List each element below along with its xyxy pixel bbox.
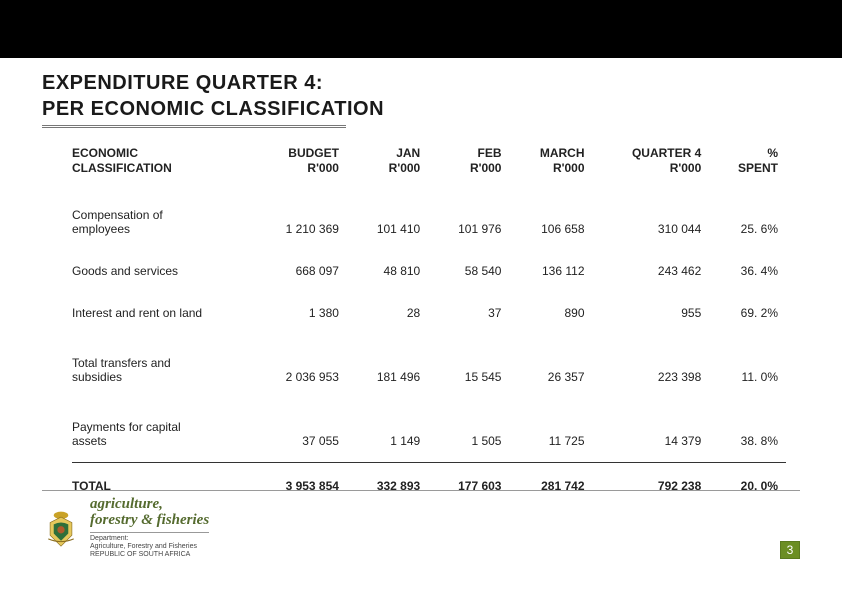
title-underline [42, 125, 346, 128]
cell-budget: 2 036 953 [252, 334, 347, 398]
col-header-jan: JAN R'000 [347, 142, 428, 194]
table-row: Interest and rent on land 1 380 28 37 89… [72, 292, 786, 334]
cell-q4: 310 044 [593, 194, 710, 250]
table-row: Goods and services 668 097 48 810 58 540… [72, 250, 786, 292]
header-text: JAN [396, 146, 420, 160]
header-text: R'000 [470, 161, 502, 175]
cell-mar: 26 357 [509, 334, 592, 398]
cell-feb: 58 540 [428, 250, 509, 292]
footer-rule [42, 490, 800, 491]
col-header-feb: FEB R'000 [428, 142, 509, 194]
label-text: subsidies [72, 370, 122, 384]
cell-mar: 136 112 [509, 250, 592, 292]
cell-feb: 1 505 [428, 398, 509, 463]
label-text: Payments for capital [72, 420, 181, 434]
table-container: ECONOMIC CLASSIFICATION BUDGET R'000 JAN… [42, 142, 800, 507]
title-line-1: EXPENDITURE QUARTER 4: [42, 72, 323, 94]
cell-jan: 28 [347, 292, 428, 334]
cell-mar: 11 725 [509, 398, 592, 463]
title-line-2: PER ECONOMIC CLASSIFICATION [42, 98, 384, 120]
table-row: Total transfers and subsidies 2 036 953 … [72, 334, 786, 398]
col-header-pct: % SPENT [709, 142, 786, 194]
label-text: assets [72, 434, 107, 448]
cell-label: Payments for capital assets [72, 398, 252, 463]
header-text: R'000 [670, 161, 702, 175]
header-text: FEB [477, 146, 501, 160]
table-header-row: ECONOMIC CLASSIFICATION BUDGET R'000 JAN… [72, 142, 786, 194]
brand-line-2: forestry & fisheries [90, 513, 209, 529]
cell-q4: 223 398 [593, 334, 710, 398]
label-text: employees [72, 222, 130, 236]
header-text: BUDGET [288, 146, 339, 160]
cell-pct: 11. 0% [709, 334, 786, 398]
cell-pct: 69. 2% [709, 292, 786, 334]
header-text: QUARTER 4 [632, 146, 701, 160]
cell-jan: 1 149 [347, 398, 428, 463]
header-text: CLASSIFICATION [72, 161, 172, 175]
cell-jan: 181 496 [347, 334, 428, 398]
col-header-classification: ECONOMIC CLASSIFICATION [72, 142, 252, 194]
slide-title: EXPENDITURE QUARTER 4: PER ECONOMIC CLAS… [42, 70, 800, 122]
header-text: % [767, 146, 778, 160]
cell-feb: 37 [428, 292, 509, 334]
header-text: SPENT [738, 161, 778, 175]
table-row: Payments for capital assets 37 055 1 149… [72, 398, 786, 463]
coat-of-arms-icon [42, 508, 80, 548]
cell-q4: 243 462 [593, 250, 710, 292]
label-text: Compensation of [72, 208, 163, 222]
page-number-badge: 3 [780, 541, 800, 559]
label-text: Total transfers and [72, 356, 171, 370]
cell-pct: 38. 8% [709, 398, 786, 463]
dept-line: Department: [90, 535, 209, 543]
cell-mar: 890 [509, 292, 592, 334]
footer-row: agriculture, forestry & fisheries Depart… [42, 497, 800, 559]
cell-jan: 101 410 [347, 194, 428, 250]
dept-text: agriculture, forestry & fisheries Depart… [90, 497, 209, 559]
cell-label: Interest and rent on land [72, 292, 252, 334]
page-number: 3 [787, 543, 794, 557]
header-text: R'000 [389, 161, 421, 175]
col-header-budget: BUDGET R'000 [252, 142, 347, 194]
dept-line: Agriculture, Forestry and Fisheries [90, 543, 209, 551]
cell-label: Compensation of employees [72, 194, 252, 250]
header-text: MARCH [540, 146, 585, 160]
dept-logo-block: agriculture, forestry & fisheries Depart… [42, 497, 209, 559]
header-text: R'000 [307, 161, 339, 175]
brand-line-1: agriculture, [90, 497, 209, 513]
dept-small: Department: Agriculture, Forestry and Fi… [90, 532, 209, 559]
cell-budget: 1 380 [252, 292, 347, 334]
cell-feb: 101 976 [428, 194, 509, 250]
expenditure-table: ECONOMIC CLASSIFICATION BUDGET R'000 JAN… [72, 142, 786, 507]
dept-line: REPUBLIC OF SOUTH AFRICA [90, 551, 209, 559]
cell-q4: 14 379 [593, 398, 710, 463]
cell-pct: 25. 6% [709, 194, 786, 250]
table-row: Compensation of employees 1 210 369 101 … [72, 194, 786, 250]
slide-footer: agriculture, forestry & fisheries Depart… [42, 490, 800, 559]
header-text: R'000 [553, 161, 585, 175]
cell-budget: 37 055 [252, 398, 347, 463]
cell-pct: 36. 4% [709, 250, 786, 292]
cell-q4: 955 [593, 292, 710, 334]
brand-text: forestry & fisheries [90, 512, 209, 528]
cell-budget: 668 097 [252, 250, 347, 292]
slide-content: EXPENDITURE QUARTER 4: PER ECONOMIC CLAS… [0, 58, 842, 507]
cell-label: Goods and services [72, 250, 252, 292]
cell-mar: 106 658 [509, 194, 592, 250]
cell-feb: 15 545 [428, 334, 509, 398]
cell-label: Total transfers and subsidies [72, 334, 252, 398]
header-text: ECONOMIC [72, 146, 138, 160]
top-black-bar [0, 0, 842, 58]
col-header-q4: QUARTER 4 R'000 [593, 142, 710, 194]
cell-jan: 48 810 [347, 250, 428, 292]
col-header-march: MARCH R'000 [509, 142, 592, 194]
cell-budget: 1 210 369 [252, 194, 347, 250]
